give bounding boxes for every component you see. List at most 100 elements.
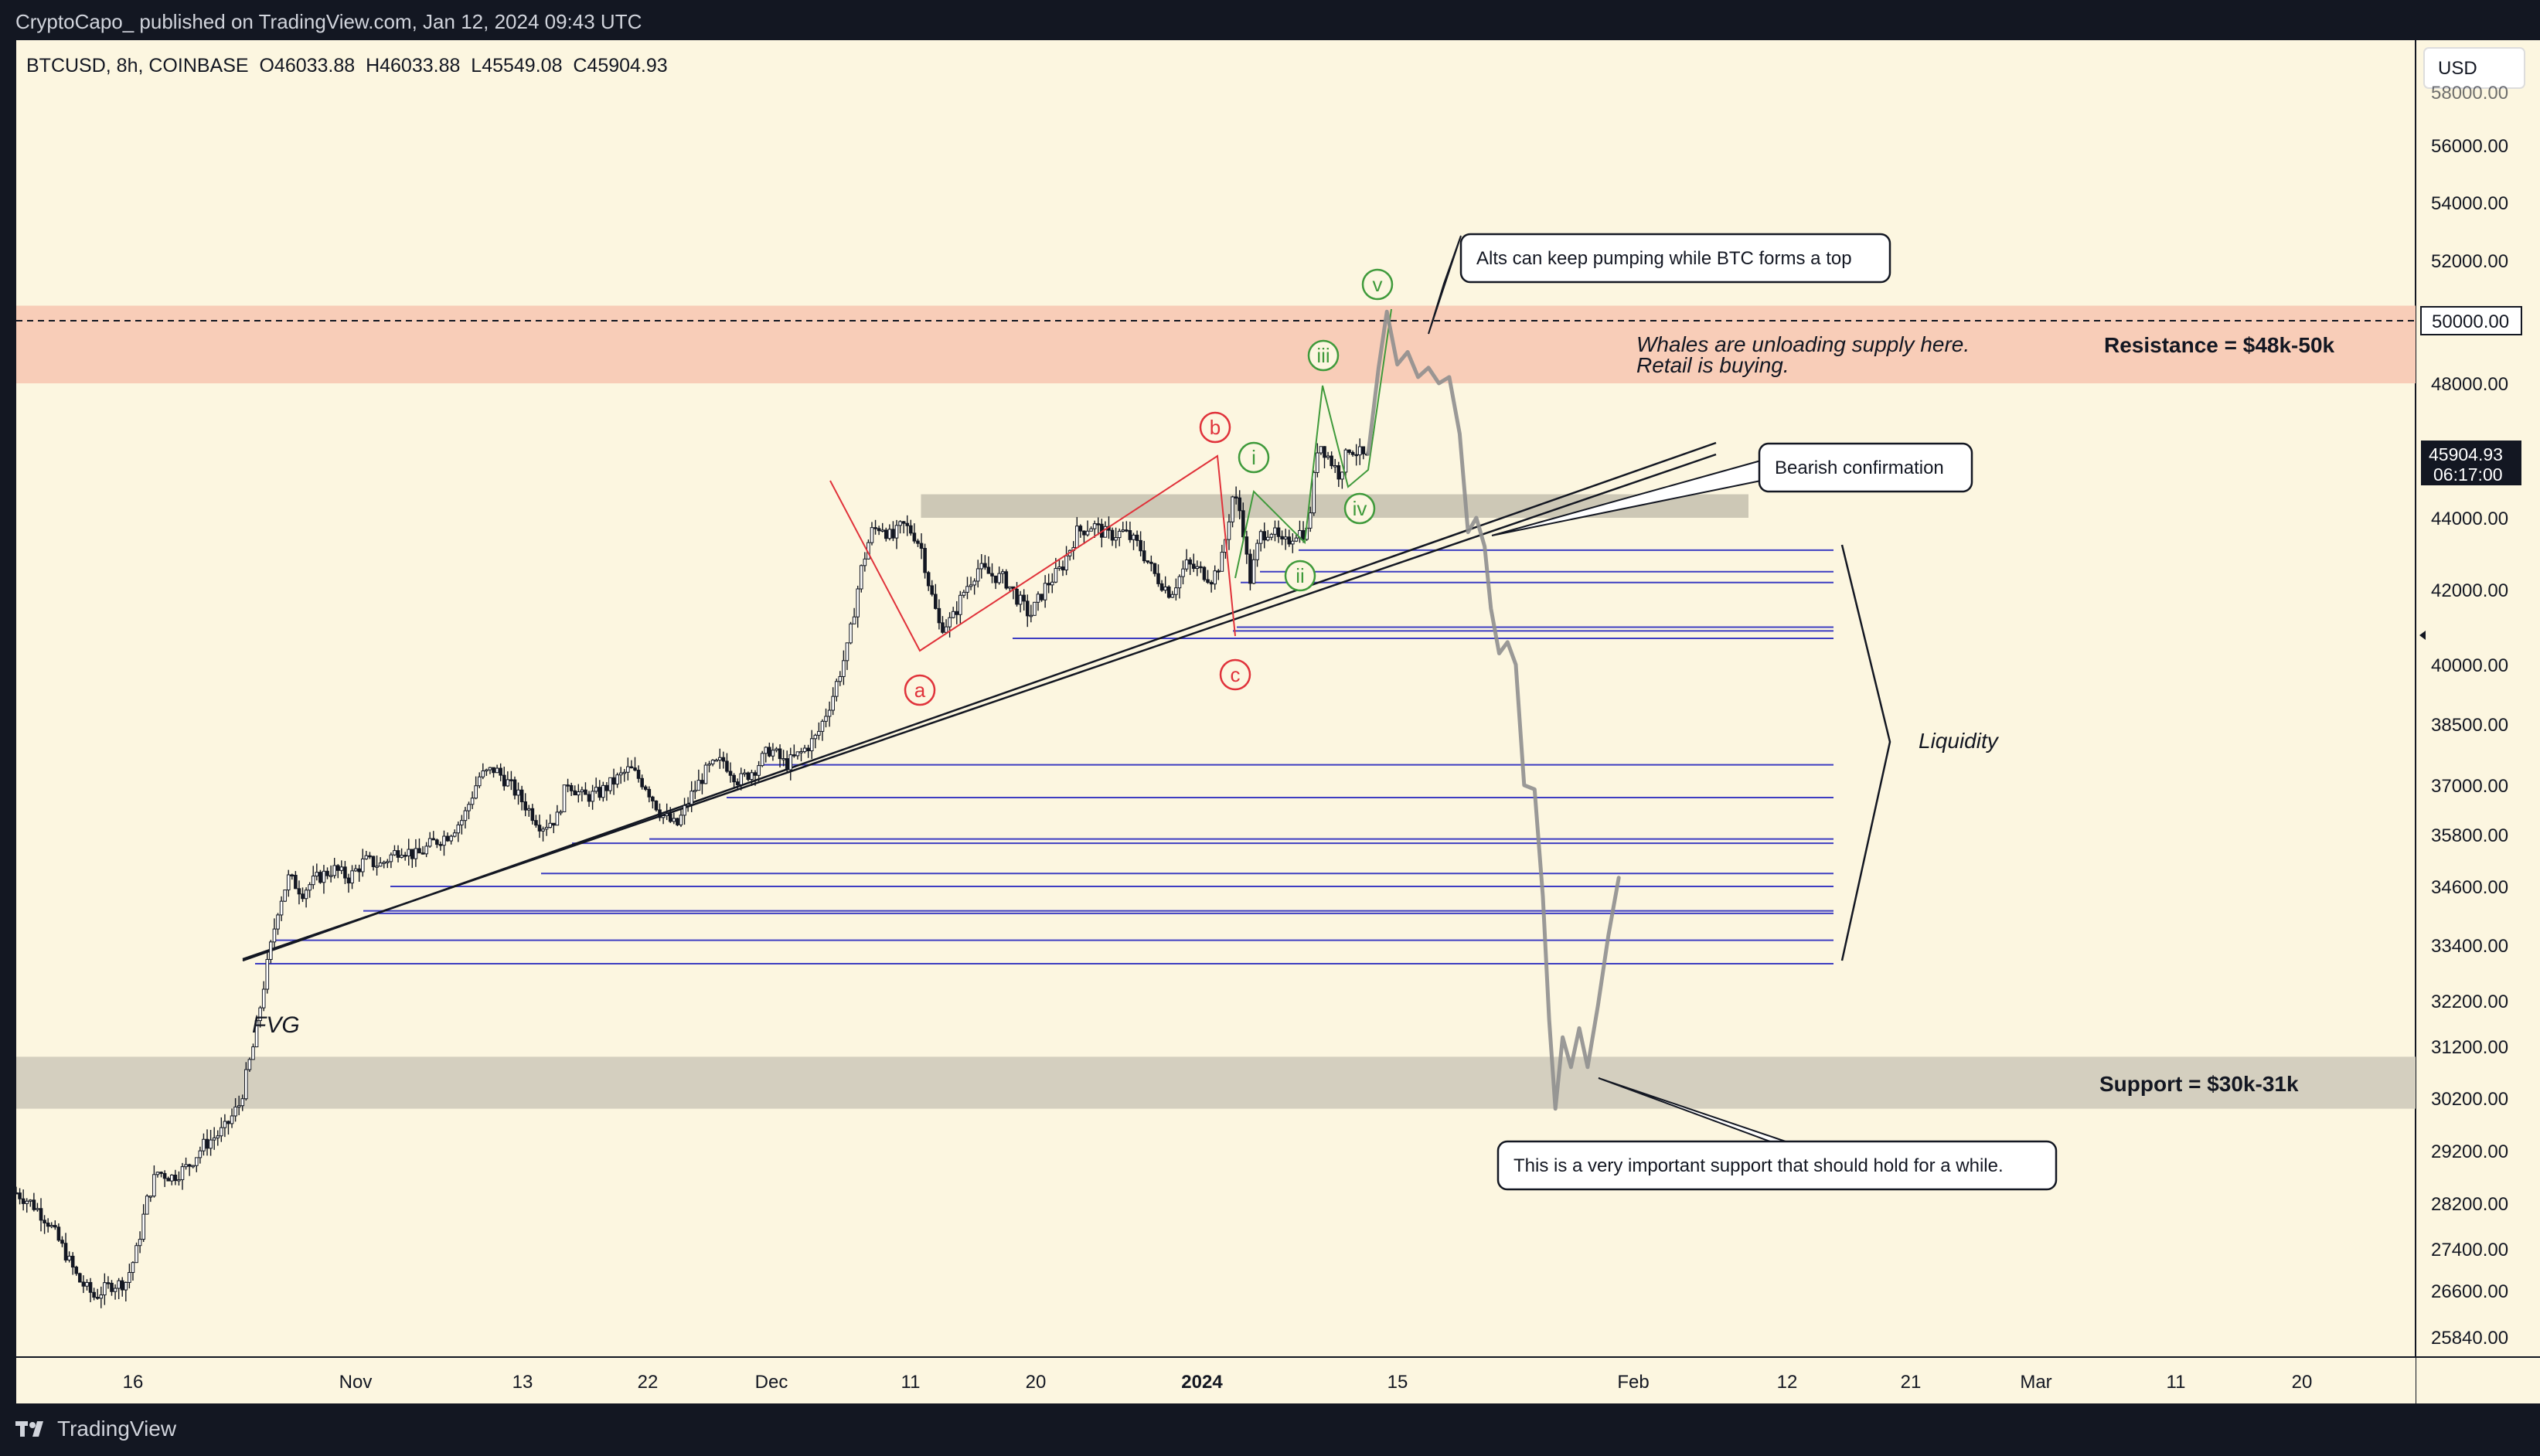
candle-body: [1078, 526, 1083, 532]
candle-body: [1258, 531, 1263, 544]
candle: [838, 671, 843, 686]
candle: [39, 1198, 43, 1232]
candle-body: [1025, 600, 1030, 617]
candle: [258, 1005, 262, 1028]
candle: [923, 543, 927, 579]
candle-body: [859, 565, 863, 590]
candle-body: [449, 835, 453, 842]
price-tick: 29200.00: [2431, 1141, 2508, 1162]
candle: [1273, 520, 1277, 542]
candle: [753, 770, 758, 786]
candle: [817, 722, 821, 740]
wave-label-text: iii: [1316, 344, 1330, 367]
candle: [1040, 594, 1044, 602]
candle-body: [99, 1294, 104, 1299]
support-callout[interactable]: This is a very important support that sh…: [1496, 1077, 2058, 1191]
candle-body: [629, 766, 634, 769]
currency-button[interactable]: USD: [2423, 47, 2525, 89]
candle-body: [283, 890, 287, 902]
candle-body: [1251, 559, 1256, 584]
price-tick: 35800.00: [2431, 825, 2508, 846]
time-tick: Dec: [755, 1372, 788, 1393]
price-axis[interactable]: [2416, 40, 2540, 1356]
wave-label-v: v: [1361, 268, 1394, 301]
time-tick: 2024: [1181, 1372, 1223, 1393]
candle-body: [301, 893, 305, 900]
candle-body: [308, 884, 312, 891]
alts-callout[interactable]: Alts can keep pumping while BTC forms a …: [1428, 233, 1891, 335]
candle: [601, 781, 605, 802]
candle: [1308, 506, 1313, 532]
candle-body: [591, 791, 594, 802]
candle-body: [930, 585, 935, 595]
candle: [14, 1186, 19, 1195]
candle-body: [78, 1273, 82, 1283]
candle: [809, 730, 814, 760]
candle: [360, 849, 365, 877]
candle: [863, 552, 867, 572]
candle: [551, 822, 556, 834]
candle-body: [162, 1172, 167, 1179]
abc-wave-line: [829, 454, 1236, 652]
candle: [757, 760, 761, 783]
candle: [1347, 449, 1351, 455]
time-axis[interactable]: [16, 1358, 2416, 1403]
price-tick: 52000.00: [2431, 251, 2508, 272]
candle: [209, 1130, 213, 1156]
candle: [676, 818, 679, 827]
candle: [1340, 471, 1344, 489]
candle: [1166, 585, 1171, 599]
candle-body: [322, 870, 326, 883]
candle-body: [155, 1172, 160, 1175]
candle-body: [286, 874, 291, 891]
candle-body: [173, 1174, 178, 1182]
candle: [877, 526, 881, 536]
candle: [452, 829, 457, 838]
candle: [198, 1146, 203, 1164]
candle: [393, 845, 397, 856]
candle: [859, 564, 863, 593]
candle: [703, 762, 708, 784]
candle: [1132, 532, 1136, 550]
bearish-callout[interactable]: Bearish confirmation: [1491, 442, 1973, 536]
candle: [771, 743, 775, 761]
countdown-label: 06:17:00: [2433, 464, 2503, 485]
candle-body: [460, 820, 464, 825]
candle-body: [676, 818, 679, 825]
candle: [986, 556, 991, 574]
candle-body: [353, 868, 358, 872]
candle-body: [396, 850, 400, 858]
candle-body: [757, 765, 761, 776]
candle-body: [1029, 614, 1033, 617]
candle: [120, 1277, 124, 1297]
candle: [993, 575, 998, 590]
candle: [329, 865, 333, 883]
trendline-lower[interactable]: [242, 453, 1717, 961]
candle: [346, 873, 351, 893]
candle-body: [643, 786, 648, 790]
candle: [1361, 446, 1366, 460]
candle: [1061, 560, 1065, 577]
candle-body: [254, 1020, 259, 1048]
candle-body: [601, 784, 605, 798]
candle: [1258, 529, 1263, 552]
price-tick: 32200.00: [2431, 992, 2508, 1012]
candle-body: [990, 573, 994, 577]
candle: [739, 767, 744, 791]
candle-body: [407, 849, 411, 857]
candle: [134, 1242, 138, 1264]
candle: [389, 852, 393, 869]
candle: [962, 590, 966, 598]
candle-body: [1343, 449, 1348, 473]
time-tick: Feb: [1617, 1372, 1649, 1393]
candle: [205, 1129, 209, 1156]
price-tick: 26600.00: [2431, 1281, 2508, 1302]
candle-body: [519, 789, 524, 803]
candle-body: [647, 788, 652, 798]
candle-body: [1262, 531, 1267, 541]
candle-body: [665, 813, 669, 816]
plot-background: [16, 40, 2416, 1356]
alts-callout-text: Alts can keep pumping while BTC forms a …: [1476, 248, 1852, 269]
